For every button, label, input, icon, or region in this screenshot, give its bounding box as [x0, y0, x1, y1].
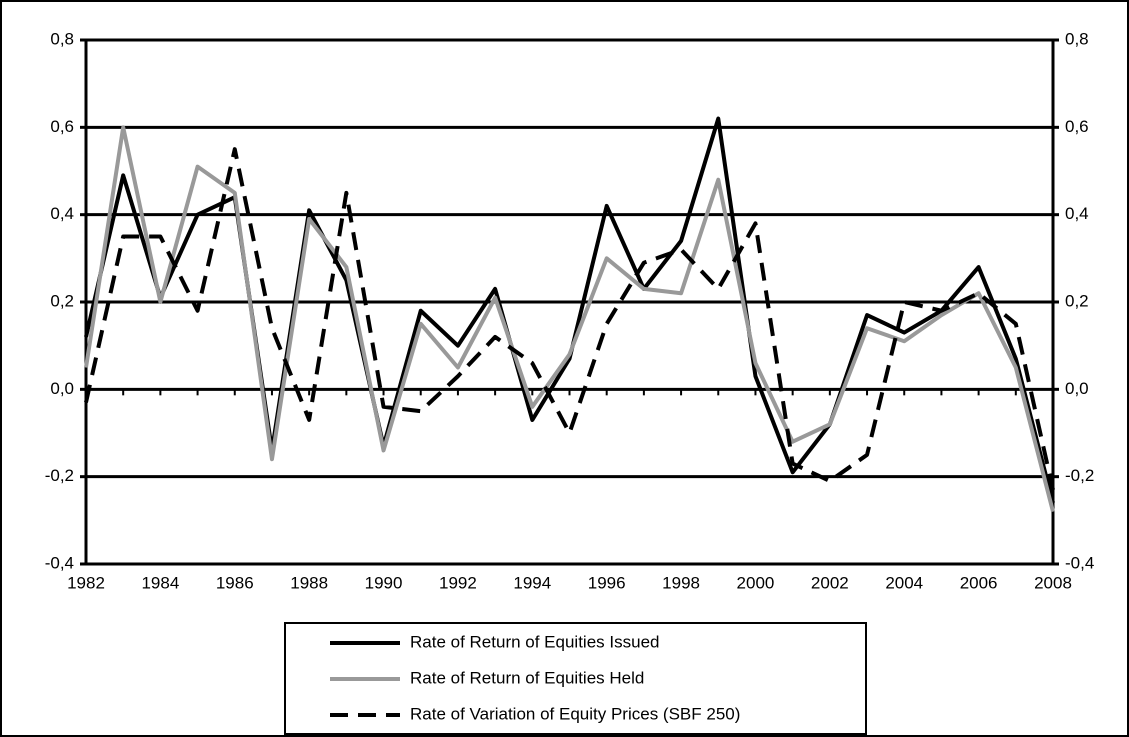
- y2-tick-label: 0,6: [1065, 117, 1089, 136]
- legend-label: Rate of Return of Equities Issued: [410, 632, 659, 651]
- x-tick-label: 2002: [811, 573, 849, 592]
- y-tick-label: 0,4: [50, 204, 74, 223]
- x-tick-label: 1996: [588, 573, 626, 592]
- y-tick-label: 0,6: [50, 117, 74, 136]
- x-tick-label: 1986: [216, 573, 254, 592]
- x-tick-label: 1984: [141, 573, 179, 592]
- x-tick-label: 1992: [439, 573, 477, 592]
- y-tick-label: 0,0: [50, 379, 74, 398]
- x-tick-label: 2004: [885, 573, 923, 592]
- y-tick-label: 0,8: [50, 29, 74, 48]
- x-tick-label: 1990: [365, 573, 403, 592]
- y2-tick-label: -0,2: [1065, 466, 1094, 485]
- series-line: [84, 125, 1055, 513]
- y-tick-label: -0,2: [45, 466, 74, 485]
- y2-tick-label: 0,8: [1065, 29, 1089, 48]
- y2-tick-label: 0,2: [1065, 291, 1089, 310]
- x-tick-label: 1982: [67, 573, 105, 592]
- x-tick-label: 1998: [662, 573, 700, 592]
- y2-tick-label: -0,4: [1065, 553, 1094, 572]
- series-line: [84, 147, 1055, 491]
- y2-tick-label: 0,4: [1065, 204, 1089, 223]
- legend-label: Rate of Return of Equities Held: [410, 668, 644, 687]
- x-tick-label: 2000: [737, 573, 775, 592]
- x-tick-label: 1988: [290, 573, 328, 592]
- x-tick-label: 2006: [960, 573, 998, 592]
- y2-tick-label: 0,0: [1065, 379, 1089, 398]
- y-tick-label: 0,2: [50, 291, 74, 310]
- x-tick-label: 2008: [1034, 573, 1072, 592]
- y-tick-label: -0,4: [45, 553, 74, 572]
- legend-label: Rate of Variation of Equity Prices (SBF …: [410, 704, 740, 723]
- x-tick-label: 1994: [513, 573, 551, 592]
